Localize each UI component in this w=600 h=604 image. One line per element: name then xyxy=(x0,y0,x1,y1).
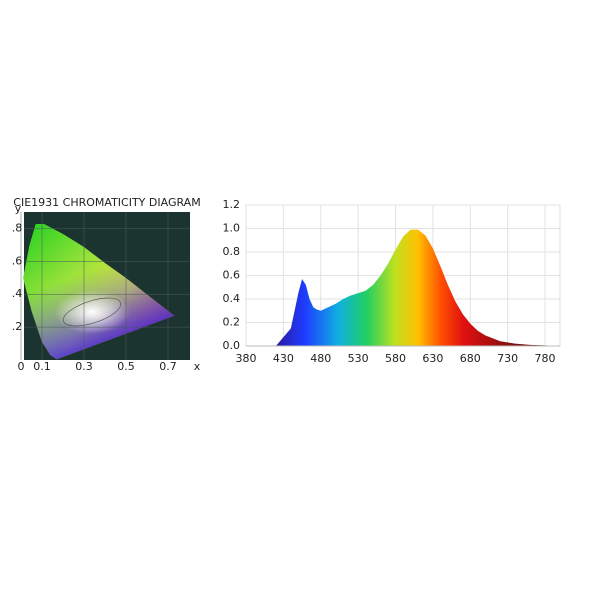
y-axis-label: y xyxy=(15,202,22,215)
y-tick-label: 0.0 xyxy=(223,339,241,352)
y-tick-label: .4 xyxy=(12,287,23,300)
spectrum-area xyxy=(275,229,560,346)
x-tick-label: 630 xyxy=(422,352,443,365)
y-tick-label: 0.2 xyxy=(223,316,241,329)
x-tick-label: 0.7 xyxy=(159,360,177,373)
x-tick-label: 580 xyxy=(385,352,406,365)
x-tick-label: 380 xyxy=(236,352,257,365)
x-tick-label: 0 xyxy=(18,360,25,373)
y-tick-label: .2 xyxy=(12,320,23,333)
x-tick-label: 680 xyxy=(460,352,481,365)
x-tick-label: 480 xyxy=(310,352,331,365)
x-tick-label: 430 xyxy=(273,352,294,365)
x-axis-label: x xyxy=(194,360,201,373)
white-point-area xyxy=(54,290,130,334)
y-tick-label: 0.8 xyxy=(223,245,241,258)
x-tick-label: 0.5 xyxy=(117,360,135,373)
y-tick-label: .6 xyxy=(12,254,23,267)
y-tick-label: 1.0 xyxy=(223,222,241,235)
y-tick-label: 0.6 xyxy=(223,269,241,282)
x-tick-label: 530 xyxy=(348,352,369,365)
x-tick-label: 0.1 xyxy=(33,360,51,373)
x-tick-label: 780 xyxy=(535,352,556,365)
y-tick-label: 0.4 xyxy=(223,292,241,305)
chart-title: CIE1931 CHROMATICITY DIAGRAM xyxy=(13,196,200,209)
planckian-locus xyxy=(62,297,122,327)
y-tick-label: .8 xyxy=(12,221,23,234)
y-tick-label: 1.2 xyxy=(223,198,241,211)
x-tick-label: 0.3 xyxy=(75,360,93,373)
x-tick-label: 730 xyxy=(497,352,518,365)
